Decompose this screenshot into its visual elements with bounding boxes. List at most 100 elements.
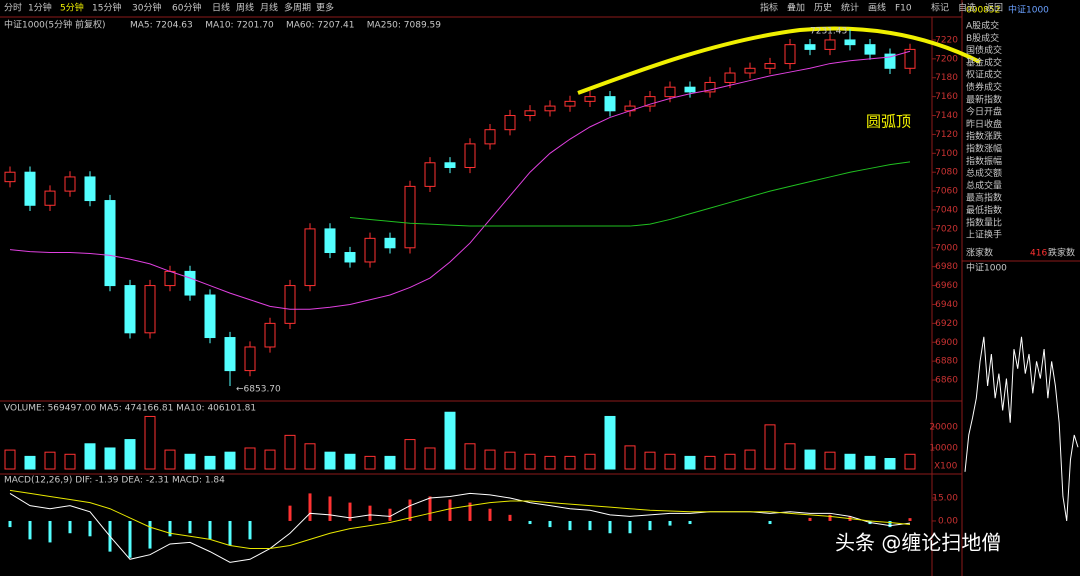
volume-bar <box>884 457 896 470</box>
volume-bar <box>544 455 556 470</box>
volume-bar <box>904 453 916 470</box>
stock-code: 000852 <box>966 6 1000 16</box>
y-tick-label: 6960 <box>935 281 958 291</box>
tool-button[interactable]: 叠加 <box>787 3 805 14</box>
candle-body <box>64 176 76 192</box>
volume-bar <box>364 455 376 470</box>
volume-bar <box>604 415 616 470</box>
y-tick-label: 7200 <box>935 54 958 64</box>
y-tick-label: 10000 <box>929 443 958 453</box>
volume-bar <box>704 455 716 470</box>
period-tab[interactable]: 1分钟 <box>28 2 52 14</box>
y-tick-label: 6860 <box>935 376 958 386</box>
quote-label: 上证换手 <box>966 229 1002 241</box>
candle-body <box>24 171 36 206</box>
volume-bar <box>324 451 336 470</box>
volume-bar <box>844 453 856 470</box>
min-label: ←6853.70 <box>236 385 281 395</box>
volume-bar <box>284 434 296 470</box>
quote-label: 最新指数 <box>966 93 1002 105</box>
period-tab[interactable]: 周线 <box>236 2 254 14</box>
y-tick-label: 7160 <box>935 92 958 102</box>
candle-body <box>864 44 876 55</box>
quote-label: 国债成交 <box>966 44 1002 56</box>
candle-body <box>904 48 916 69</box>
volume-bar <box>124 439 136 470</box>
volume-bar <box>4 449 16 470</box>
period-tab[interactable]: 多周期 <box>284 2 311 14</box>
quote-label: 指数涨幅 <box>966 143 1002 155</box>
tool-button[interactable]: 自选 <box>958 2 976 14</box>
volume-bar <box>824 451 836 470</box>
volume-bar <box>664 453 676 470</box>
candle-body <box>304 228 316 287</box>
candle-body <box>684 86 696 93</box>
y-tick-label: 7040 <box>935 206 958 216</box>
candle-body <box>244 346 256 372</box>
y-tick-label: 0.00 <box>938 516 958 526</box>
period-tab[interactable]: 分时 <box>4 2 22 14</box>
period-tab[interactable]: 月线 <box>260 2 278 14</box>
quote-label: 总成交额 <box>966 167 1002 179</box>
candle-body <box>164 270 176 287</box>
chart-title: 中证1000(5分钟 前复权) <box>4 19 106 31</box>
quote-label: 权证成交 <box>966 69 1002 81</box>
candle-body <box>584 96 596 102</box>
candle-body <box>804 44 816 50</box>
volume-bar <box>24 455 36 470</box>
legend-entry: MA250: 7089.59 <box>367 21 441 31</box>
chart-title: MACD(12,26,9) DIF: -1.39 DEA: -2.31 MACD… <box>4 476 225 486</box>
candle-body <box>344 252 356 263</box>
tool-button[interactable]: 统计 <box>841 2 859 14</box>
volume-bar <box>344 453 356 470</box>
tool-button[interactable]: 标记 <box>931 2 949 14</box>
volume-bar <box>404 439 416 470</box>
candle-body <box>484 129 496 145</box>
volume-bar <box>184 453 196 470</box>
candle-body <box>564 100 576 107</box>
unit-label: X100 <box>934 462 958 472</box>
period-tab[interactable]: 30分钟 <box>132 2 161 14</box>
tool-button[interactable]: 指标 <box>760 2 778 14</box>
arc-drawing <box>577 26 981 95</box>
candle-body <box>4 171 16 183</box>
watermark: 头条 @缠论扫地僧 <box>835 531 1001 555</box>
volume-bar <box>384 455 396 470</box>
candle-body <box>744 67 756 74</box>
volume-bar <box>44 451 56 470</box>
tool-button[interactable]: 画线 <box>868 2 886 14</box>
period-tab[interactable]: 60分钟 <box>172 2 201 14</box>
quote-label: A股成交 <box>966 20 999 32</box>
tool-button[interactable]: 历史 <box>814 2 832 14</box>
volume-bar <box>144 415 156 470</box>
intraday-line <box>964 336 1079 521</box>
candle-body <box>264 322 276 348</box>
y-tick-label: 7120 <box>935 130 958 140</box>
volume-bar <box>464 443 476 470</box>
period-tab[interactable]: 15分钟 <box>92 2 121 14</box>
legend-entry: MA10: 7201.70 <box>205 21 274 31</box>
period-tab[interactable]: 日线 <box>212 2 230 14</box>
volume-bar <box>724 453 736 470</box>
panel-label: 中证1000 <box>966 262 1007 274</box>
quote-label: 指数涨跌 <box>966 130 1002 142</box>
quote-label: 债券成交 <box>966 81 1002 93</box>
breadth-label: 涨家数 <box>966 247 993 259</box>
volume-bar <box>764 424 776 470</box>
volume-bar <box>244 447 256 470</box>
period-tab[interactable]: 更多 <box>316 2 334 14</box>
volume-bar <box>584 453 596 470</box>
volume-bar <box>524 453 536 470</box>
tool-button[interactable]: 返回 <box>985 2 1003 14</box>
candle-body <box>724 72 736 83</box>
breadth-count: 416 <box>1030 249 1047 259</box>
annotation: 圆弧顶 <box>866 113 911 131</box>
volume-bar <box>204 455 216 470</box>
volume-bar <box>304 443 316 470</box>
tool-button[interactable]: F10 <box>895 4 912 14</box>
y-tick-label: 6880 <box>935 357 958 367</box>
candle-body <box>384 237 396 249</box>
period-tab[interactable]: 5分钟 <box>60 2 84 14</box>
candle-body <box>784 44 796 65</box>
